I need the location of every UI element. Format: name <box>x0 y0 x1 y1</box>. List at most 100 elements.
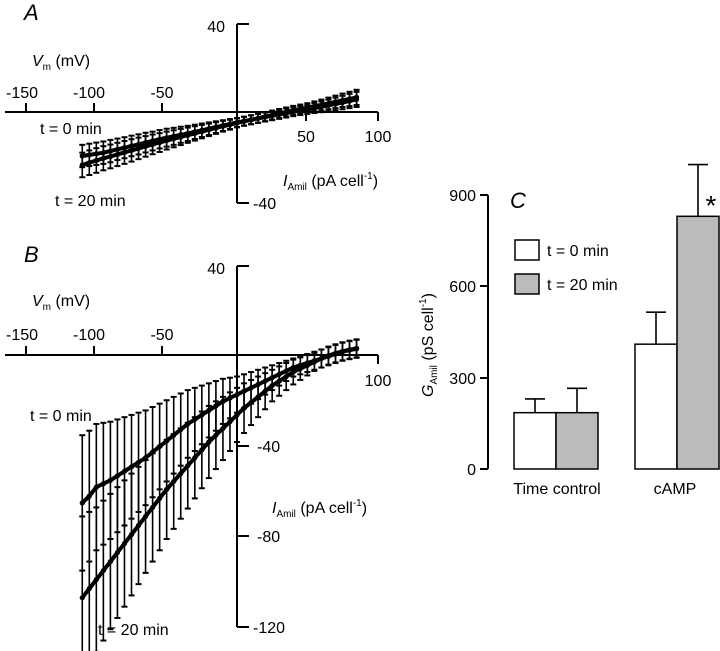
panel-c-bar-camp-t20 <box>676 215 720 470</box>
panel-a-series-t20-point <box>206 127 212 133</box>
panel-a-ytick-label-bottom: -40 <box>253 196 276 213</box>
panel-a-series-t20-point <box>353 94 360 100</box>
panel-a-series-t20-point <box>171 136 177 142</box>
panel-a-series-t20-point <box>107 153 113 160</box>
panel-b-series-t0-point <box>128 464 135 470</box>
panel-b-series-t20-point <box>304 362 310 368</box>
panel-b-series-t20-point <box>213 432 219 438</box>
panel-a-series-t20-point <box>178 134 184 140</box>
panel-b-series-t20-point <box>262 388 268 394</box>
panel-b-series-t0-point <box>121 468 128 474</box>
panel-a-series-t20-point <box>100 155 106 161</box>
panel-c-letter: C <box>510 188 526 213</box>
panel-b-series-t0-point <box>79 500 85 506</box>
panel-b-ytick-label-neg80: -80 <box>257 529 280 546</box>
panel-b-series-t20-point <box>114 549 121 556</box>
panel-c-plot-area <box>513 163 720 470</box>
panel-b-series-t0-point <box>100 481 106 487</box>
panel-b-series-t20-point <box>227 419 233 425</box>
panel-b-ytick-label-neg40: -40 <box>257 439 280 456</box>
panel-b-series-t20-point <box>332 350 339 356</box>
panel-a-plot-area <box>79 88 360 179</box>
panel-a-series-t20-point <box>93 157 99 164</box>
panel-a-series-t20-point <box>325 100 332 107</box>
panel-b-series-t20-point <box>178 470 184 477</box>
panel-c-ytick-label-900: 900 <box>449 188 476 205</box>
panel-b-series-t20-point <box>107 558 113 565</box>
panel-a-series-t20-point <box>157 139 163 146</box>
panel-b-series-t20-point <box>325 352 332 359</box>
panel-a-series-t20-point <box>304 105 310 111</box>
panel-b-series-t20-point <box>290 369 296 375</box>
panel-b-letter: B <box>24 242 39 267</box>
panel-b-series-t20 <box>79 338 360 651</box>
panel-b-series-t0 <box>79 338 360 572</box>
panel-a-series-t20-point <box>199 129 205 135</box>
panel-c-significance-marker: * <box>706 190 717 221</box>
panel-a-letter: A <box>22 0 39 25</box>
panel-b-series-t20-point <box>353 345 360 351</box>
panel-a-ytick-label-top: 40 <box>207 19 225 36</box>
panel-b-xtick-label-neg100: -100 <box>73 327 105 344</box>
panel-b-series-t20-point <box>192 455 198 461</box>
legend-swatch-t20 <box>514 273 540 295</box>
panel-a-series-t20-point <box>332 99 339 105</box>
panel-a-series-t0 <box>79 90 360 169</box>
panel-b: B 40 -40 -80 -120 -150 -100 -50 100 Vm (… <box>5 242 391 651</box>
panel-a-series-t20-point <box>213 125 219 131</box>
panel-c-y-label: GAmil (pS cell-1) <box>418 293 440 397</box>
panel-c: C 900 600 300 0 GAmil (pS cell-1) Time c… <box>418 163 720 498</box>
panel-c-ytick-label-300: 300 <box>449 371 476 388</box>
panel-b-series-t0-point <box>86 493 92 499</box>
panel-a-xtick-label-neg150: -150 <box>6 85 38 102</box>
panel-b-series-t20-point <box>318 355 324 362</box>
panel-b-xtick-label-neg150: -150 <box>6 327 38 344</box>
panel-a-series-t20-point <box>283 109 289 115</box>
panel-b-y-label: IAmil (pA cell-1) <box>272 498 367 520</box>
panel-a-xtick-label-neg100: -100 <box>73 85 105 102</box>
legend-label-t20: t = 20 min <box>547 277 618 294</box>
panel-a-annotation-t20: t = 20 min <box>55 193 126 210</box>
panel-b-ytick-label-neg120: -120 <box>253 620 285 637</box>
panel-b-series-t20-point <box>121 540 128 547</box>
panel-a-series-t20-point <box>114 151 121 158</box>
panel-a-series-t20-point <box>142 143 149 149</box>
panel-c-axes <box>480 194 489 470</box>
panel-b-series-t20-point <box>185 463 191 469</box>
panel-c-bar-camp-t0 <box>634 343 678 470</box>
panel-a-series-t20-point <box>318 102 324 108</box>
panel-b-series-t20-line <box>80 346 359 600</box>
panel-c-ytick-label-600: 600 <box>449 279 476 296</box>
panel-b-series-t20-point <box>150 504 156 511</box>
panel-a-series-t20-point <box>86 160 92 166</box>
panel-c-bar-time-control-t0 <box>513 411 557 470</box>
panel-b-series-t20-point <box>157 495 163 501</box>
panel-a-series-t20-line <box>80 95 359 167</box>
panel-a-series-t20-point <box>339 97 346 103</box>
panel-a-series-t20-point <box>150 141 156 147</box>
panel-a-series-t20-point <box>248 117 254 123</box>
panel-a-annotation-t0: t = 0 min <box>40 121 102 138</box>
panel-b-series-t0-point <box>93 484 99 490</box>
panel-b-series-t20-point <box>199 447 205 453</box>
panel-b-series-t20-point <box>135 522 142 529</box>
panel-b-series-t20-point <box>248 399 254 406</box>
panel-a-series-t20-point <box>290 107 296 113</box>
panel-a-series-t20-point <box>269 112 275 118</box>
panel-b-series-t20-point <box>255 394 261 400</box>
panel-b-series-t0-point <box>114 473 121 479</box>
panel-a-series-t20-point <box>128 147 135 154</box>
panel-b-series-t20-point <box>339 348 346 354</box>
legend-swatch-t0 <box>514 239 540 261</box>
panel-b-plot-area <box>79 338 360 651</box>
panel-c-legend: t = 0 min t = 20 min <box>514 239 618 295</box>
panel-b-xtick-label-neg50: -50 <box>150 327 173 344</box>
panel-a-series-t20-point <box>164 137 170 144</box>
panel-a-series-t20-point <box>121 149 128 156</box>
panel-c-category-label-camp: cAMP <box>654 481 697 498</box>
panel-a-series-t20-point <box>276 110 282 117</box>
panel-a-series-t20-point <box>255 115 261 121</box>
panel-a: A 40 -40 -150 -100 -50 50 100 Vm (mV) IA… <box>5 0 391 213</box>
panel-a-series-t20-point <box>227 122 233 128</box>
panel-a-series-t20-point <box>220 123 226 129</box>
